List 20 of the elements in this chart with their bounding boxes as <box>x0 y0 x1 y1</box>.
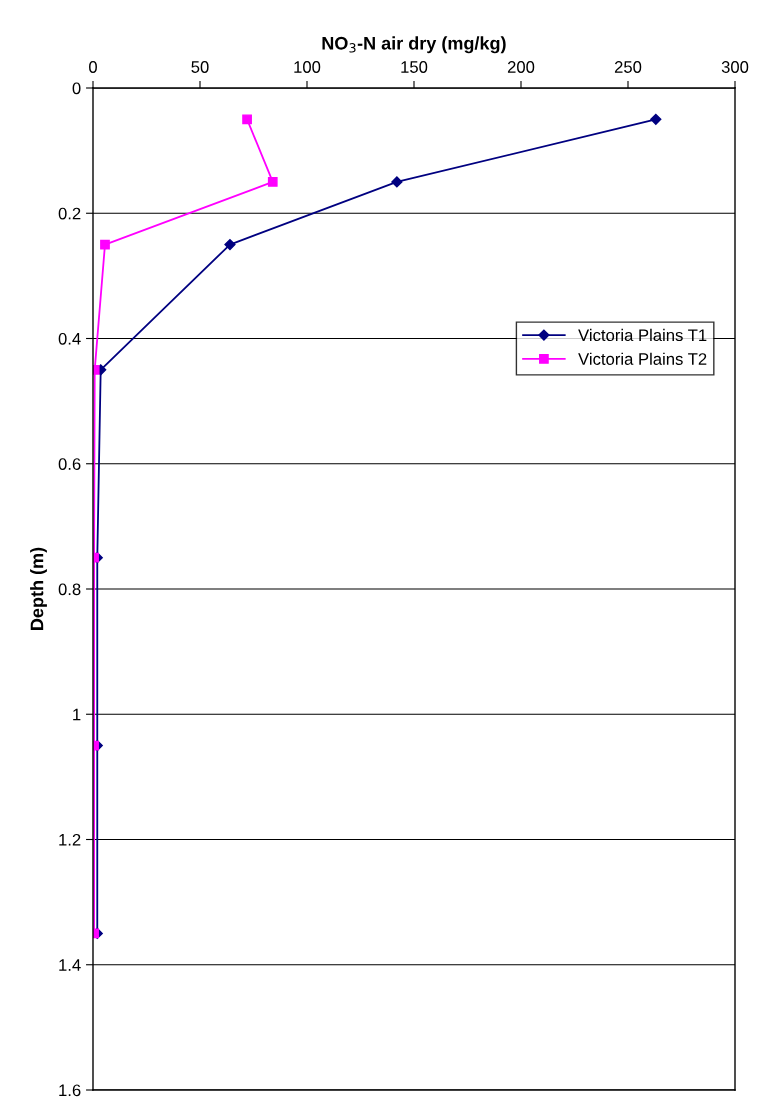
y-tick-label: 1 <box>73 708 81 721</box>
x-axis-title: NO$_{3}$-N air dry (mg/kg) <box>322 36 506 54</box>
legend-label: Victoria Plains T1 <box>578 328 707 342</box>
y-axis-title: Depth (m) <box>30 547 47 630</box>
y-tick-label: 1.2 <box>59 833 81 846</box>
x-tick-label: 300 <box>721 61 749 73</box>
y-tick-label: 0 <box>72 82 81 95</box>
y-tick-label: 0.2 <box>58 207 81 220</box>
legend-label: Victoria Plains T2 <box>578 352 707 365</box>
y-tick-label: 0.4 <box>58 332 81 345</box>
x-tick-label: 50 <box>191 61 209 73</box>
x-tick-label: 0 <box>89 61 97 73</box>
y-tick-label: 0.8 <box>58 583 81 596</box>
x-tick-label: 100 <box>294 61 321 73</box>
x-tick-label: 200 <box>507 61 535 73</box>
y-tick-label: 1.4 <box>59 959 81 971</box>
x-tick-label: 150 <box>401 61 428 73</box>
x-tick-label: 250 <box>614 61 642 73</box>
y-tick-label: 0.6 <box>58 458 81 470</box>
y-tick-label: 1.6 <box>59 1084 81 1097</box>
